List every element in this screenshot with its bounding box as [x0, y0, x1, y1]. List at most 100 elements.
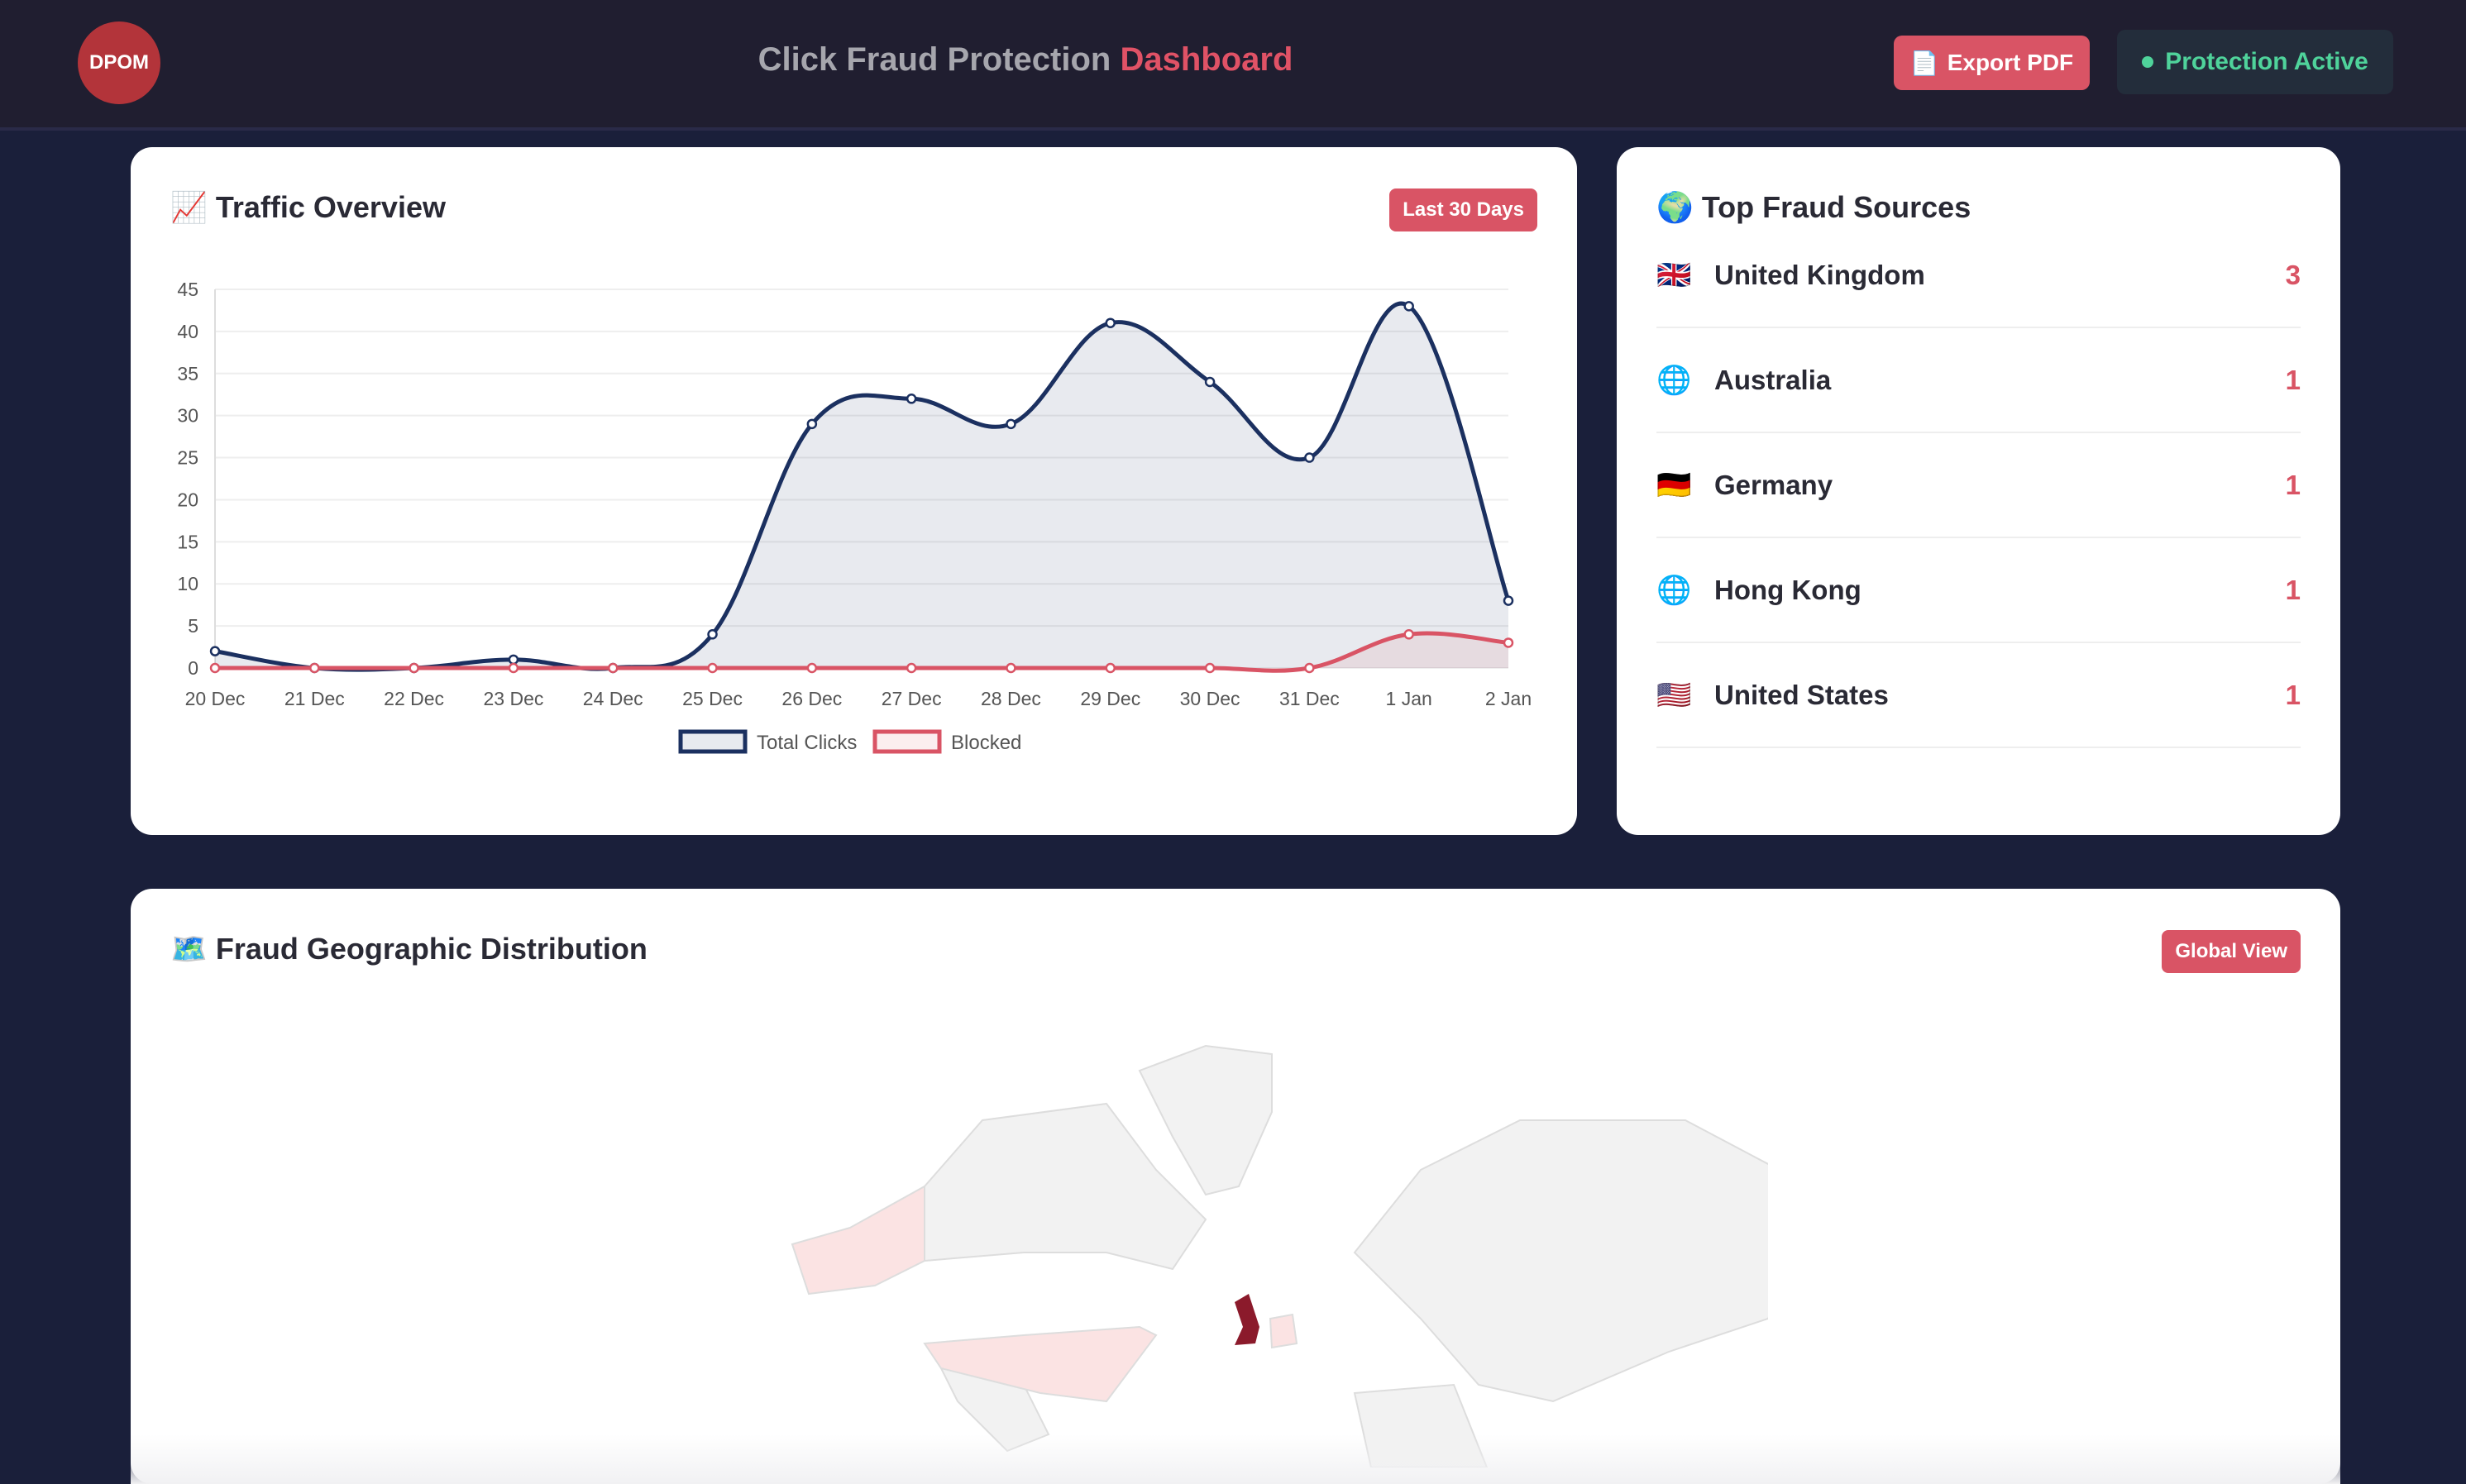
data-point: [309, 662, 320, 674]
data-point: [806, 418, 818, 430]
data-point: [607, 662, 619, 674]
data-point: [1304, 452, 1315, 463]
legend-label: Blocked: [951, 732, 1021, 754]
map-alaska: [791, 1185, 925, 1296]
traffic-overview-card: 📈 Traffic Overview Last 30 Days 0 5 10 15 20…: [131, 147, 1577, 835]
x-tick-label: 30 Dec: [1180, 688, 1240, 709]
data-point: [1204, 662, 1216, 674]
map-germany: [1269, 1313, 1298, 1349]
flag-icon: 🇩🇪: [1656, 469, 1692, 501]
x-tick-label: 1 Jan: [1386, 688, 1432, 709]
data-point: [1503, 595, 1514, 606]
world-map: [791, 1044, 1768, 1467]
x-tick-label: 28 Dec: [981, 688, 1041, 709]
card-title: 📈 Traffic Overview: [170, 190, 446, 225]
header: DPOM Click Fraud Protection Dashboard 📄 E…: [0, 0, 2466, 131]
fraud-source-item: 🇬🇧 United Kingdom 3: [1656, 223, 2301, 328]
fraud-source-item: 🇩🇪 Germany 1: [1656, 433, 2301, 538]
x-tick-label: 21 Dec: [284, 688, 345, 709]
y-tick-label: 10: [177, 573, 198, 594]
flag-icon: 🌐: [1656, 364, 1692, 396]
data-point: [806, 662, 818, 674]
date-range-button[interactable]: Last 30 Days: [1389, 188, 1537, 231]
data-point: [508, 654, 519, 666]
map-united-states: [923, 1325, 1158, 1403]
page-title: Click Fraud Protection Dashboard: [0, 41, 2051, 79]
map-greenland: [1138, 1044, 1273, 1196]
series-area: [215, 633, 1508, 671]
data-point: [1403, 301, 1414, 312]
data-point: [1304, 662, 1315, 674]
fraud-count: 3: [2285, 259, 2301, 290]
x-tick-label: 31 Dec: [1279, 688, 1340, 709]
data-point: [1503, 637, 1514, 648]
fraud-source-item: 🌐 Hong Kong 1: [1656, 538, 2301, 643]
y-tick-label: 25: [177, 447, 198, 469]
country-name: United States: [1714, 679, 1889, 710]
x-tick-label: 20 Dec: [185, 688, 246, 709]
data-point: [209, 646, 221, 656]
y-tick-label: 45: [177, 279, 198, 300]
x-tick-label: 2 Jan: [1485, 688, 1532, 709]
world-map-icon: 🗺️: [170, 932, 208, 966]
flag-icon: 🌐: [1656, 574, 1692, 606]
title-accent: Dashboard: [1120, 41, 1293, 78]
geo-distribution-card: 🗺️ Fraud Geographic Distribution Global …: [131, 889, 2340, 1484]
y-tick-label: 35: [177, 363, 198, 384]
y-tick-label: 30: [177, 405, 198, 427]
traffic-chart: 0 5 10 15 20 25 30 35 40 45 20 Dec 21 Dec 22 Dec 23 D…: [177, 279, 1532, 754]
status-label: Protection Active: [2165, 48, 2368, 75]
country-name: Australia: [1714, 364, 1832, 395]
map-canada: [924, 1102, 1207, 1271]
data-point: [209, 662, 221, 674]
x-tick-label: 25 Dec: [682, 688, 743, 709]
export-pdf-button[interactable]: 📄 Export PDF: [1894, 36, 2090, 90]
status-dot-icon: [2142, 56, 2154, 68]
fraud-source-item: 🇺🇸 United States 1: [1656, 643, 2301, 748]
map-united-kingdom: [1235, 1294, 1259, 1345]
fraud-count: 1: [2285, 364, 2301, 395]
logo: DPOM: [78, 21, 160, 104]
global-view-button[interactable]: Global View: [2162, 930, 2301, 973]
country-name: Germany: [1714, 469, 1833, 500]
title-main: Click Fraud Protection: [757, 41, 1111, 78]
data-point: [508, 662, 519, 674]
data-point: [906, 662, 917, 674]
data-point: [707, 662, 718, 674]
legend-label: Total Clicks: [757, 732, 857, 754]
fraud-source-item: 🌐 Australia 1: [1656, 328, 2301, 433]
y-tick-label: 20: [177, 489, 198, 510]
card-title: 🌍 Top Fraud Sources: [1656, 190, 1971, 225]
document-icon: 📄: [1909, 50, 1939, 76]
country-name: Hong Kong: [1714, 574, 1861, 605]
export-label: Export PDF: [1947, 50, 2074, 75]
protection-status-badge: Protection Active: [2117, 30, 2393, 94]
flag-icon: 🇺🇸: [1656, 679, 1692, 711]
sources-title: Top Fraud Sources: [1701, 190, 1971, 224]
data-point: [1204, 376, 1216, 388]
series-area: [215, 303, 1508, 670]
x-tick-label: 26 Dec: [781, 688, 842, 709]
x-tick-label: 29 Dec: [1080, 688, 1140, 709]
fraud-count: 1: [2285, 469, 2301, 500]
legend-swatch: [678, 729, 748, 754]
data-point: [1006, 662, 1016, 674]
data-point: [1006, 418, 1016, 430]
y-tick-label: 15: [177, 531, 198, 552]
country-name: United Kingdom: [1714, 259, 1925, 290]
data-point: [1105, 317, 1116, 328]
data-point: [409, 662, 419, 674]
flag-icon: 🇬🇧: [1656, 259, 1692, 291]
map-europe-asia: [1353, 1119, 1768, 1403]
x-tick-label: 24 Dec: [583, 688, 643, 709]
fraud-count: 1: [2285, 679, 2301, 710]
legend-swatch: [872, 729, 942, 754]
y-tick-label: 5: [188, 615, 198, 637]
traffic-title: Traffic Overview: [215, 190, 446, 224]
geo-title: Fraud Geographic Distribution: [215, 932, 648, 966]
x-tick-label: 22 Dec: [384, 688, 444, 709]
globe-icon: 🌍: [1656, 190, 1694, 224]
data-point: [1403, 629, 1414, 640]
chart-increasing-icon: 📈: [170, 190, 208, 224]
fade: [131, 1434, 2340, 1484]
